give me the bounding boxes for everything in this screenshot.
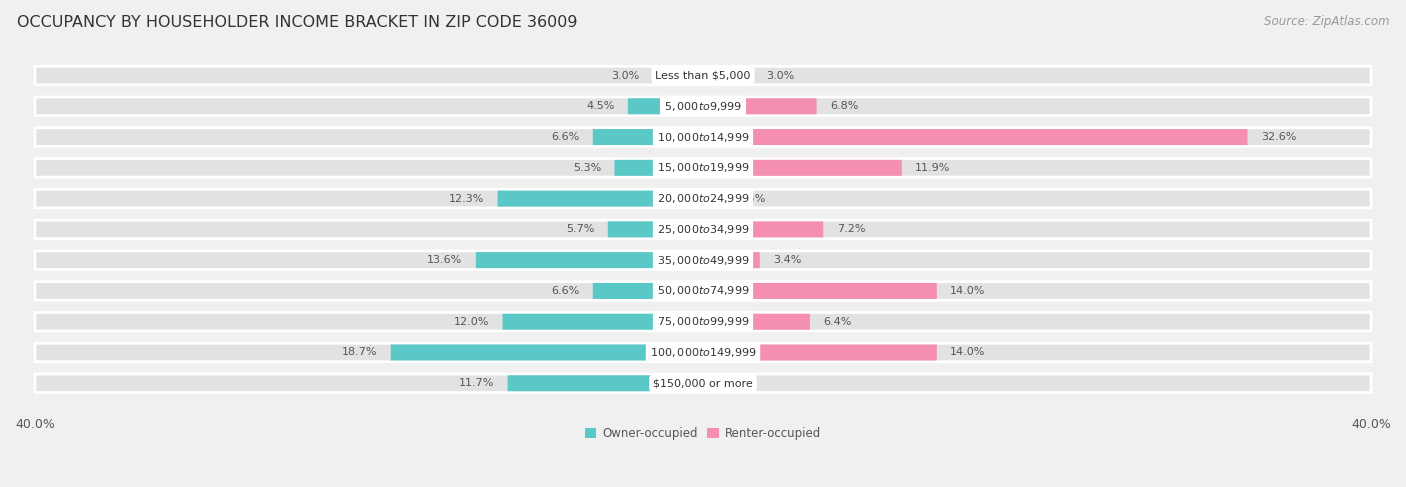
Text: 6.8%: 6.8% [830,101,858,111]
FancyBboxPatch shape [35,374,1371,393]
FancyBboxPatch shape [508,375,703,391]
FancyBboxPatch shape [498,190,703,206]
Text: 6.6%: 6.6% [551,286,579,296]
Text: $150,000 or more: $150,000 or more [654,378,752,388]
Text: $5,000 to $9,999: $5,000 to $9,999 [664,100,742,113]
FancyBboxPatch shape [652,68,703,83]
Text: $50,000 to $74,999: $50,000 to $74,999 [657,284,749,298]
Text: 3.4%: 3.4% [773,255,801,265]
FancyBboxPatch shape [35,189,1371,208]
FancyBboxPatch shape [703,160,901,176]
Text: 0.85%: 0.85% [731,194,766,204]
Text: 12.0%: 12.0% [454,317,489,327]
Text: OCCUPANCY BY HOUSEHOLDER INCOME BRACKET IN ZIP CODE 36009: OCCUPANCY BY HOUSEHOLDER INCOME BRACKET … [17,15,578,30]
FancyBboxPatch shape [35,159,1371,177]
FancyBboxPatch shape [35,281,1371,300]
FancyBboxPatch shape [593,129,703,145]
Text: 18.7%: 18.7% [342,348,377,357]
Text: 11.7%: 11.7% [458,378,495,388]
FancyBboxPatch shape [391,344,703,360]
Text: 13.6%: 13.6% [427,255,463,265]
Text: 12.3%: 12.3% [449,194,484,204]
Text: 3.0%: 3.0% [766,71,794,80]
FancyBboxPatch shape [614,160,703,176]
FancyBboxPatch shape [607,222,703,237]
Text: $20,000 to $24,999: $20,000 to $24,999 [657,192,749,205]
Text: 11.9%: 11.9% [915,163,950,173]
FancyBboxPatch shape [628,98,703,114]
Text: 4.5%: 4.5% [586,101,614,111]
Text: $10,000 to $14,999: $10,000 to $14,999 [657,131,749,144]
Text: 32.6%: 32.6% [1261,132,1296,142]
FancyBboxPatch shape [502,314,703,330]
Text: 7.2%: 7.2% [837,225,865,234]
FancyBboxPatch shape [703,129,1247,145]
Text: 5.3%: 5.3% [572,163,602,173]
Text: Source: ZipAtlas.com: Source: ZipAtlas.com [1264,15,1389,28]
FancyBboxPatch shape [475,252,703,268]
Text: 0.0%: 0.0% [717,378,745,388]
FancyBboxPatch shape [703,222,824,237]
Text: 14.0%: 14.0% [950,286,986,296]
FancyBboxPatch shape [35,251,1371,269]
Text: $75,000 to $99,999: $75,000 to $99,999 [657,315,749,328]
FancyBboxPatch shape [35,97,1371,115]
Text: Less than $5,000: Less than $5,000 [655,71,751,80]
FancyBboxPatch shape [703,68,754,83]
Text: $15,000 to $19,999: $15,000 to $19,999 [657,161,749,174]
Text: 5.7%: 5.7% [567,225,595,234]
FancyBboxPatch shape [35,128,1371,146]
FancyBboxPatch shape [703,98,817,114]
FancyBboxPatch shape [703,283,936,299]
FancyBboxPatch shape [703,314,810,330]
Text: $35,000 to $49,999: $35,000 to $49,999 [657,254,749,267]
FancyBboxPatch shape [35,66,1371,85]
Text: 3.0%: 3.0% [612,71,640,80]
FancyBboxPatch shape [35,343,1371,362]
FancyBboxPatch shape [703,344,936,360]
FancyBboxPatch shape [703,190,717,206]
Text: 14.0%: 14.0% [950,348,986,357]
FancyBboxPatch shape [593,283,703,299]
Text: $100,000 to $149,999: $100,000 to $149,999 [650,346,756,359]
FancyBboxPatch shape [35,220,1371,239]
Legend: Owner-occupied, Renter-occupied: Owner-occupied, Renter-occupied [579,422,827,445]
Text: 6.6%: 6.6% [551,132,579,142]
Text: 6.4%: 6.4% [824,317,852,327]
FancyBboxPatch shape [35,313,1371,331]
Text: $25,000 to $34,999: $25,000 to $34,999 [657,223,749,236]
FancyBboxPatch shape [703,252,759,268]
